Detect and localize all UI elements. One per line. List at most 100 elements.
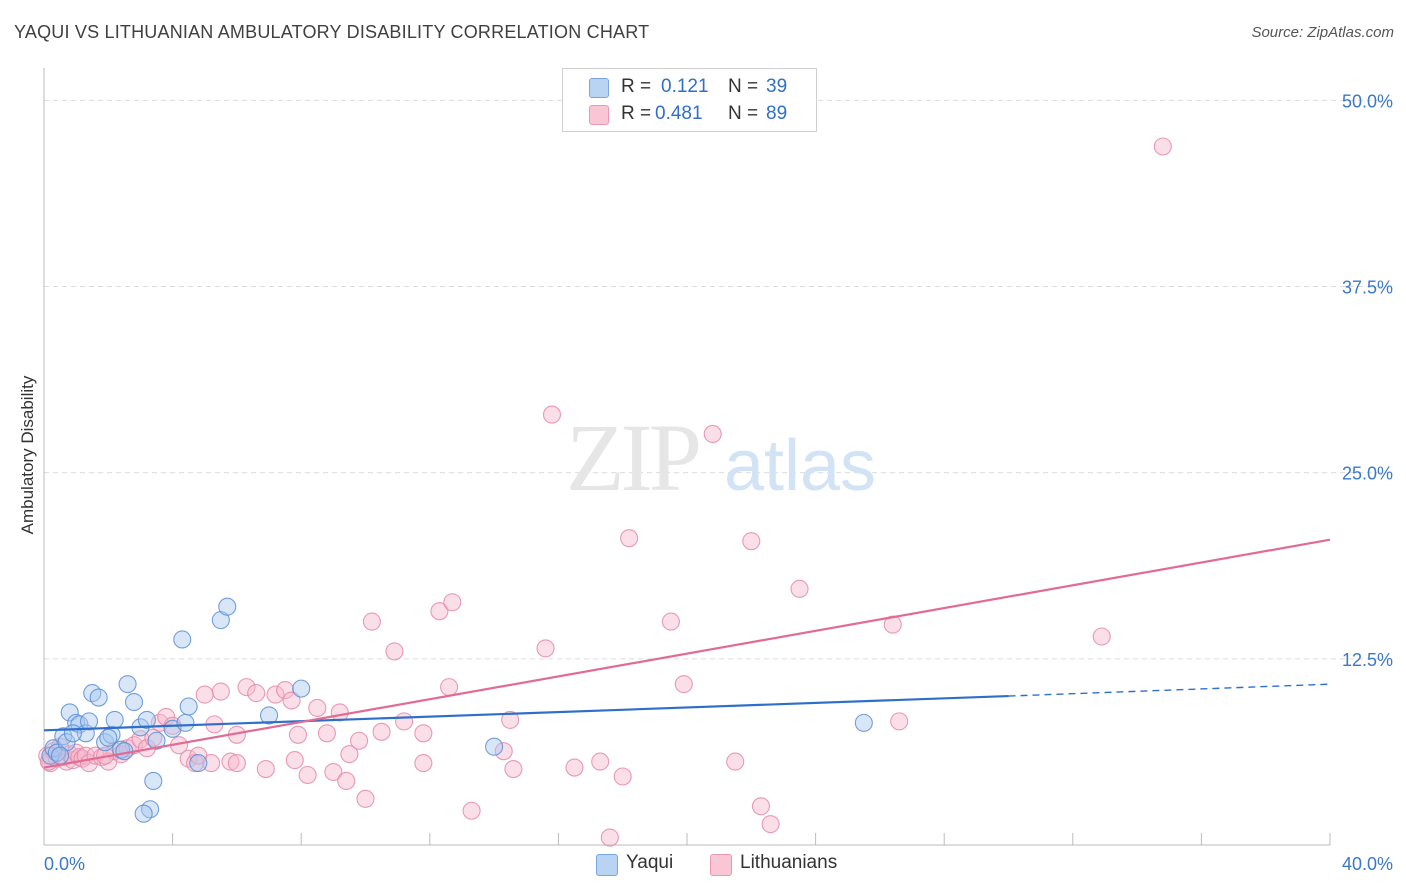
lithuanians-point: [362, 612, 381, 631]
lithuanians-r-value: 0.481: [655, 103, 703, 124]
lithuanians-point: [282, 691, 301, 710]
n-label: N =: [728, 76, 759, 97]
lithuanians-point: [591, 752, 610, 771]
yaqui-legend-label: Yaqui: [626, 852, 674, 873]
lithuanians-point: [385, 642, 404, 661]
trend-lines: [43, 538, 1331, 769]
lithuanians-point: [751, 797, 770, 816]
source-credit: Source: ZipAtlas.com: [1251, 24, 1394, 41]
lithuanians-point: [227, 754, 246, 773]
watermark: ZIP atlas: [566, 404, 876, 511]
lithuanians-legend-label: Lithuanians: [740, 852, 838, 873]
lithuanians-point: [340, 745, 359, 764]
lithuanians-point: [674, 675, 693, 694]
y-tick-label: 25.0%: [1342, 464, 1393, 484]
yaqui-point: [144, 771, 163, 791]
lithuanians-point: [330, 703, 349, 722]
y-tick-labels: 12.5% 25.0% 37.5% 50.0%: [1342, 91, 1393, 669]
yaqui-point: [118, 675, 137, 694]
yaqui-point: [89, 688, 108, 707]
lithuanians-point: [356, 789, 375, 808]
lithuanians-point: [144, 728, 163, 747]
yaqui-point: [259, 706, 279, 725]
yaqui-point: [218, 597, 237, 616]
lithuanians-point: [761, 815, 780, 834]
lithuanians-point: [414, 754, 433, 773]
lithuanians-point: [600, 828, 619, 847]
lithuanians-point: [1092, 627, 1111, 646]
yaqui-point: [173, 630, 192, 649]
x-tick-label-max: 40.0%: [1342, 854, 1393, 874]
lithuanians-point: [276, 681, 295, 700]
yaqui-point: [51, 746, 70, 765]
lithuanians-point: [221, 752, 240, 771]
y-tick-label: 50.0%: [1342, 91, 1393, 111]
yaqui-point: [105, 710, 124, 729]
yaqui-point: [189, 754, 208, 773]
yaqui-point: [137, 710, 156, 729]
lithuanians-point: [414, 724, 433, 743]
yaqui-point: [60, 703, 79, 722]
chart-title: YAQUI VS LITHUANIAN AMBULATORY DISABILIT…: [14, 22, 650, 42]
lithuanians-swatch: [589, 105, 609, 125]
lithuanians-trend-line: [43, 538, 1331, 769]
yaqui-point: [134, 804, 153, 823]
watermark-zip: ZIP: [566, 404, 699, 511]
yaqui-n-value: 39: [766, 76, 788, 97]
yaqui-point: [79, 712, 99, 731]
yaqui-trend-extension: [1008, 683, 1331, 697]
lithuanians-point: [501, 710, 520, 729]
yaqui-point: [63, 724, 82, 743]
lithuanians-point: [494, 742, 513, 761]
y-tick-label: 37.5%: [1342, 278, 1393, 298]
yaqui-point: [147, 731, 166, 750]
lithuanians-point: [285, 751, 304, 770]
lithuanians-point: [620, 529, 639, 548]
yaqui-swatch: [589, 78, 609, 98]
yaqui-point: [176, 713, 195, 732]
lithuanians-n-value: 89: [766, 103, 788, 124]
lithuanians-point: [565, 758, 584, 777]
r-label: R =: [621, 103, 652, 124]
x-tick-label-min: 0.0%: [44, 854, 85, 874]
lithuanians-point: [247, 684, 266, 703]
lithuanians-point: [189, 746, 208, 765]
lithuanians-point: [256, 759, 275, 779]
lithuanians-point: [337, 771, 356, 791]
yaqui-trend-line: [43, 694, 1009, 732]
lithuanians-point: [195, 685, 214, 704]
yaqui-r-value: 0.121: [661, 76, 709, 97]
correlation-legend: R = 0.121 N = 39 R = 0.481 N = 89: [562, 68, 817, 132]
lithuanians-legend-swatch: [710, 854, 732, 876]
yaqui-point: [854, 713, 873, 732]
lithuanians-point: [726, 752, 745, 771]
lithuanians-point: [308, 698, 327, 718]
yaqui-point: [179, 697, 198, 716]
lithuanians-point: [703, 424, 722, 443]
lithuanians-point: [542, 405, 562, 424]
lithuanians-point: [504, 759, 523, 779]
watermark-atlas: atlas: [724, 426, 876, 506]
yaqui-point: [99, 728, 118, 747]
lithuanians-point: [742, 532, 761, 551]
lithuanians-point: [298, 765, 317, 785]
r-label: R =: [621, 76, 652, 97]
lithuanians-point: [288, 725, 308, 744]
lithuanians-point: [790, 579, 809, 598]
y-tick-label: 12.5%: [1342, 650, 1393, 670]
lithuanians-point: [317, 724, 336, 743]
yaqui-point: [485, 737, 504, 756]
lithuanians-point: [661, 612, 680, 631]
x-ticks: [43, 833, 1331, 845]
lithuanians-point: [211, 682, 230, 701]
lithuanians-point: [443, 593, 462, 612]
series-legend: Yaqui Lithuanians: [0, 851, 1406, 879]
yaqui-legend-swatch: [596, 854, 618, 876]
yaqui-point: [102, 725, 121, 744]
lithuanians-point: [462, 801, 481, 820]
lithuanians-point: [1153, 137, 1172, 156]
lithuanians-point: [890, 712, 909, 731]
yaqui-point: [124, 692, 144, 712]
lithuanians-point: [237, 678, 256, 697]
